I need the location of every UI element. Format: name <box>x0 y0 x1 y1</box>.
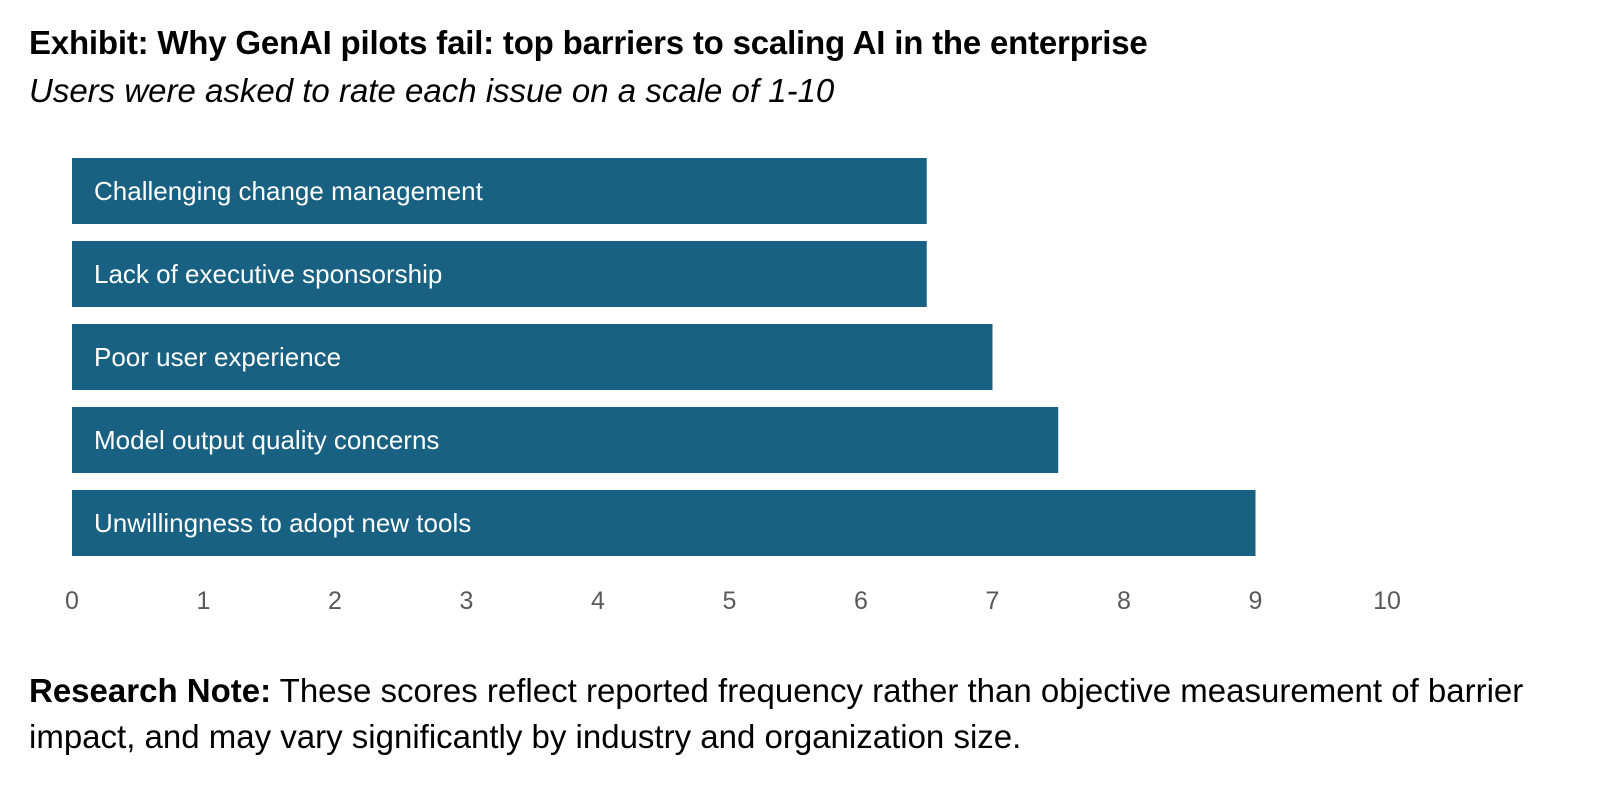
x-tick-label-3: 3 <box>460 587 474 615</box>
x-tick-label-7: 7 <box>986 587 1000 615</box>
bar-label-5: Unwillingness to adopt new tools <box>94 508 471 538</box>
bar-label-2: Lack of executive sponsorship <box>94 259 442 289</box>
bar-label-4: Model output quality concerns <box>94 425 439 455</box>
bar-1 <box>72 158 927 224</box>
x-tick-label-9: 9 <box>1249 587 1263 615</box>
bar-4 <box>72 407 1059 473</box>
x-tick-label-2: 2 <box>328 587 342 615</box>
x-tick-label-8: 8 <box>1117 587 1131 615</box>
x-tick-label-1: 1 <box>197 587 211 615</box>
x-tick-label-0: 0 <box>65 587 79 615</box>
bar-2 <box>72 241 927 307</box>
bar-chart: Challenging change management Lack of exe… <box>65 158 1401 615</box>
bar-label-1: Challenging change management <box>94 176 484 206</box>
bar-label-3: Poor user experience <box>94 342 341 372</box>
x-tick-label-5: 5 <box>723 587 737 615</box>
research-note-text: These scores reflect reported frequency … <box>29 672 1524 755</box>
chart-subtitle: Users were asked to rate each issue on a… <box>29 72 835 109</box>
chart-title: Exhibit: Why GenAI pilots fail: top barr… <box>29 24 1148 61</box>
bar-3 <box>72 324 993 390</box>
x-tick-label-4: 4 <box>591 587 605 615</box>
x-tick-label-10: 10 <box>1373 587 1401 615</box>
research-note: Research Note: These scores reflect repo… <box>29 668 1589 760</box>
research-note-label: Research Note: <box>29 672 272 709</box>
bar-5 <box>72 490 1256 556</box>
x-tick-label-6: 6 <box>854 587 868 615</box>
